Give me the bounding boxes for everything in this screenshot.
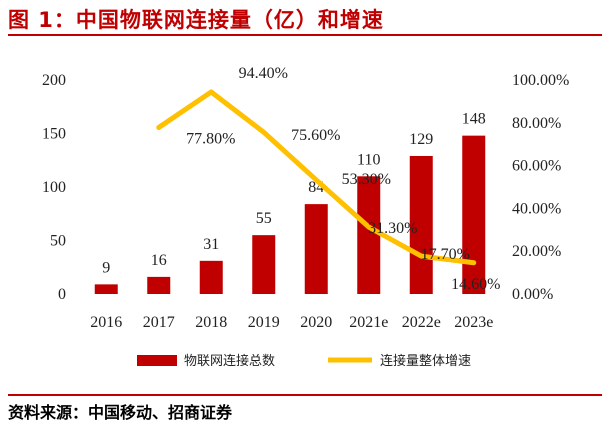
bar-data-label: 129 bbox=[409, 131, 433, 148]
line-data-label: 53.30% bbox=[342, 171, 391, 188]
right-y-tick-label: 40.00% bbox=[512, 200, 561, 217]
bar-data-label: 16 bbox=[151, 252, 167, 269]
x-tick-label: 2016 bbox=[90, 314, 122, 331]
x-tick-label: 2022e bbox=[402, 314, 441, 331]
growth-line bbox=[156, 89, 477, 266]
legend-line-label: 连接量整体增速 bbox=[380, 353, 471, 369]
left-y-tick-label: 150 bbox=[42, 126, 66, 143]
line-series: 77.80% 94.40% 75.60% 53.30% 31.30%17.70% 14.6… bbox=[156, 65, 500, 293]
right-y-tick-label: 60.00% bbox=[512, 158, 561, 175]
line-data-label: 77.80% bbox=[186, 131, 235, 148]
legend-bar-label: 物联网连接总数 bbox=[184, 353, 275, 369]
bar bbox=[252, 235, 276, 294]
x-axis-labels: 2016 2017 2018 2019 2020 2021e 2022e 2023e bbox=[90, 314, 493, 331]
source-note: 资料来源：中国移动、招商证券 bbox=[8, 403, 233, 422]
bar bbox=[409, 155, 433, 294]
left-y-tick-label: 200 bbox=[42, 72, 66, 89]
bar-data-label: 55 bbox=[256, 210, 272, 227]
bar-data-label: 9 bbox=[102, 259, 110, 276]
x-tick-label: 2021e bbox=[349, 314, 388, 331]
line-data-label: 94.40% bbox=[239, 65, 288, 82]
right-y-tick-label: 20.00% bbox=[512, 243, 561, 260]
x-tick-label: 2019 bbox=[248, 314, 280, 331]
left-y-axis: 0 50 100 150 200 bbox=[42, 72, 66, 303]
bar bbox=[357, 176, 381, 294]
right-y-tick-label: 80.00% bbox=[512, 115, 561, 132]
bar-data-label: 31 bbox=[203, 236, 219, 253]
x-tick-label: 2017 bbox=[143, 314, 175, 331]
title-underline bbox=[8, 34, 602, 36]
bar bbox=[199, 260, 223, 294]
legend-bar-swatch bbox=[137, 355, 177, 366]
bar bbox=[147, 276, 171, 294]
line-data-label: 14.60% bbox=[451, 276, 500, 293]
left-y-tick-label: 50 bbox=[50, 233, 66, 250]
x-tick-label: 2023e bbox=[454, 314, 493, 331]
line-data-label: 31.30% bbox=[368, 220, 417, 237]
bar bbox=[304, 204, 328, 294]
line-data-label: 17.70% bbox=[421, 246, 470, 263]
left-y-tick-label: 0 bbox=[58, 286, 66, 303]
x-tick-label: 2018 bbox=[195, 314, 227, 331]
right-y-tick-label: 100.00% bbox=[512, 72, 569, 89]
bar bbox=[462, 135, 486, 294]
bar-data-label: 148 bbox=[462, 111, 486, 128]
left-y-tick-label: 100 bbox=[42, 179, 66, 196]
line-data-label: 75.60% bbox=[291, 127, 340, 144]
bar-data-label: 110 bbox=[357, 151, 380, 168]
legend: 物联网连接总数 连接量整体增速 bbox=[137, 353, 471, 369]
bar bbox=[94, 284, 118, 294]
source-divider bbox=[8, 394, 602, 396]
chart-title: 图 1：中国物联网连接量（亿）和增速 bbox=[8, 8, 384, 32]
right-y-tick-label: 0.00% bbox=[512, 286, 553, 303]
x-tick-label: 2020 bbox=[300, 314, 332, 331]
right-y-axis: 0.00% 20.00% 40.00% 60.00% 80.00% 100.00% bbox=[512, 72, 569, 303]
